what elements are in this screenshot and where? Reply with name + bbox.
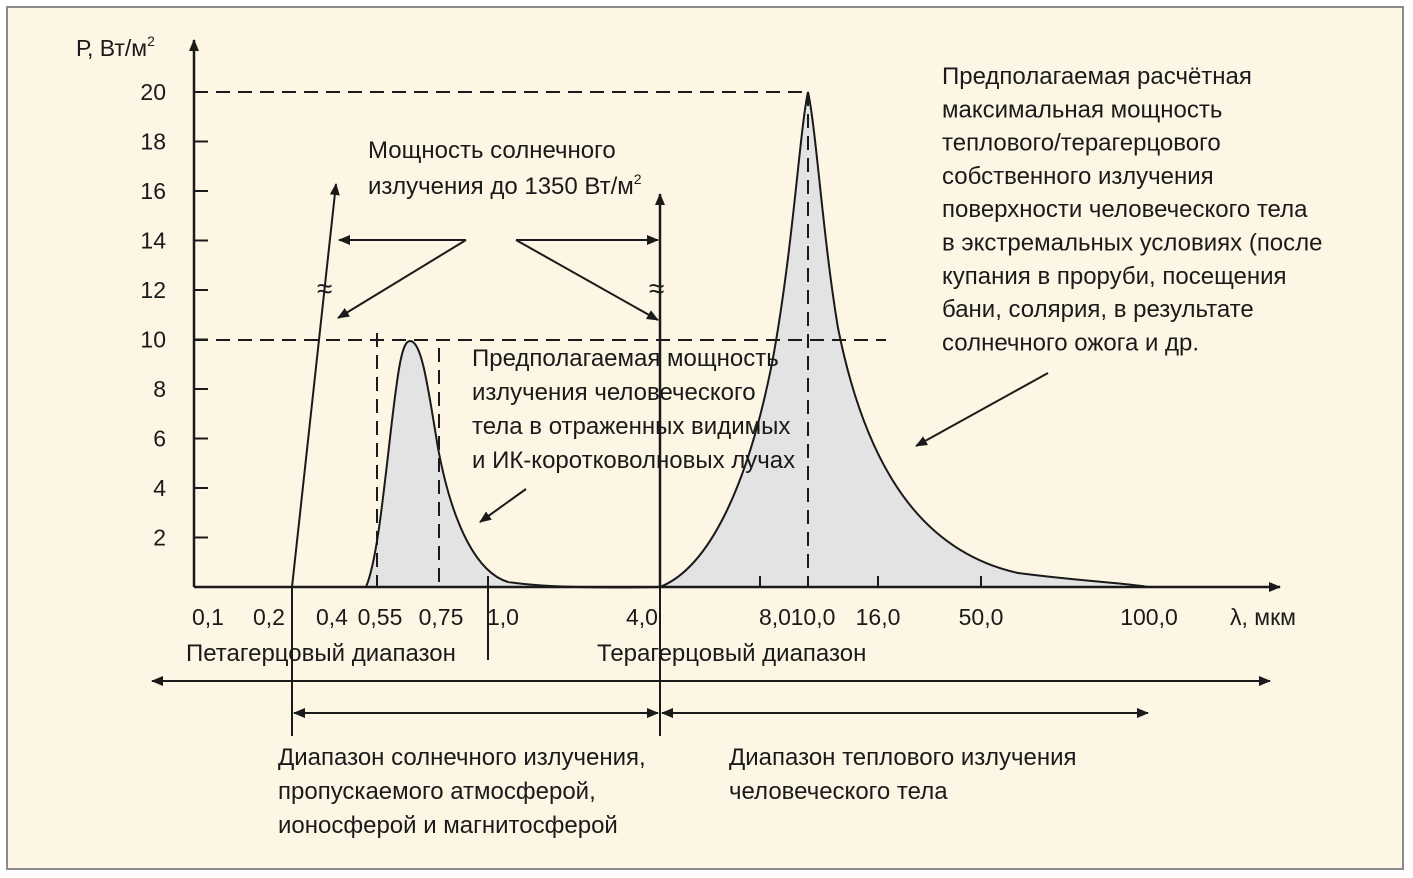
y-tick-label: 4 (153, 475, 166, 501)
solar-range-label: Диапазон солнечного излучения, пропускаем… (278, 744, 646, 839)
y-ticks: 2 4 6 8 10 12 14 16 18 20 (140, 79, 208, 551)
solar-power-line-2: излучения до 1350 Вт/м2 (368, 171, 642, 200)
terahertz-range-label: Терагерцовый диапазон (597, 640, 866, 667)
thermal-range-label: Диапазон теплового излучения человеческог… (729, 744, 1077, 805)
solar-power-arrows (337, 235, 659, 321)
thermal-power-line: теплового/терагерцового (942, 130, 1221, 157)
thermal-power-line: Предполагаемая расчётная (942, 63, 1252, 90)
thermal-radiation-curve (659, 91, 1149, 588)
reflected-power-annotation: Предполагаемая мощность излучения человеч… (472, 345, 795, 474)
thermal-power-line: собственного излучения (942, 163, 1214, 190)
y-tick-label: 10 (140, 327, 166, 353)
solar-rise-line (291, 183, 340, 588)
x-ticks: 0,1 0,2 0,4 0,55 0,75 1,0 4,0 8,0 10,0 16,0 50,0 10… (192, 576, 1178, 630)
y-tick-label: 12 (140, 277, 166, 303)
thermal-power-annotation: Предполагаемая расчётная максимальная мощ… (942, 63, 1323, 356)
x-tick-label: 0,1 (192, 604, 224, 630)
thermal-arrow (915, 372, 1049, 447)
y-tick-label: 8 (153, 376, 166, 402)
thermal-range-line: Диапазон теплового излучения (729, 744, 1077, 771)
reflected-power-line: тела в отраженных видимых (472, 413, 790, 440)
break-mark-left: ≈ (317, 273, 332, 304)
reflected-power-line: излучения человеческого (472, 379, 756, 406)
x-tick-label: 0,75 (419, 604, 464, 630)
figure-frame: Р, Вт/м2 λ, мкм 2 4 6 8 10 12 14 16 18 20 0,1 0,2 0… (6, 6, 1404, 870)
thermal-power-line: максимальная мощность (942, 96, 1222, 123)
x-axis-label: λ, мкм (1230, 604, 1296, 630)
reflected-power-line: и ИК-коротковолновых лучах (472, 447, 795, 474)
reflected-arrow (479, 488, 527, 523)
y-axis-label: Р, Вт/м2 (76, 33, 155, 61)
thermal-power-line: купания в проруби, посещения (942, 263, 1287, 290)
solar-power-line-1: Мощность солнечного (368, 137, 616, 164)
x-tick-label: 100,0 (1120, 604, 1178, 630)
x-tick-label: 10,0 (791, 604, 836, 630)
y-tick-label: 14 (140, 228, 166, 254)
dashed-guides (194, 91, 886, 587)
x-tick-label: 16,0 (856, 604, 901, 630)
x-tick-label: 0,2 (253, 604, 285, 630)
y-tick-label: 16 (140, 178, 166, 204)
x-tick-label: 0,4 (316, 604, 348, 630)
x-tick-label: 1,0 (487, 604, 519, 630)
x-tick-label: 0,55 (358, 604, 403, 630)
thermal-power-line: в экстремальных условиях (после (942, 230, 1323, 257)
petahertz-range-label: Петагерцовый диапазон (186, 640, 456, 667)
solar-range-line: Диапазон солнечного излучения, (278, 744, 646, 771)
y-tick-label: 18 (140, 129, 166, 155)
thermal-power-line: солнечного ожога и др. (942, 329, 1199, 356)
reflected-power-line: Предполагаемая мощность (472, 345, 779, 372)
solar-range-line: ионосферой и магнитосферой (278, 812, 618, 839)
thermal-range-line: человеческого тела (729, 778, 948, 805)
thermal-power-line: поверхности человеческого тела (942, 196, 1308, 223)
y-tick-label: 20 (140, 79, 166, 105)
x-tick-label: 8,0 (759, 604, 791, 630)
y-tick-label: 2 (153, 525, 166, 551)
y-tick-label: 6 (153, 426, 166, 452)
break-mark-right: ≈ (649, 273, 664, 304)
solar-range-line: пропускаемого атмосферой, (278, 778, 596, 805)
thermal-power-line: бани, солярия, в результате (942, 296, 1254, 323)
x-tick-label: 50,0 (959, 604, 1004, 630)
x-tick-label: 4,0 (626, 604, 658, 630)
